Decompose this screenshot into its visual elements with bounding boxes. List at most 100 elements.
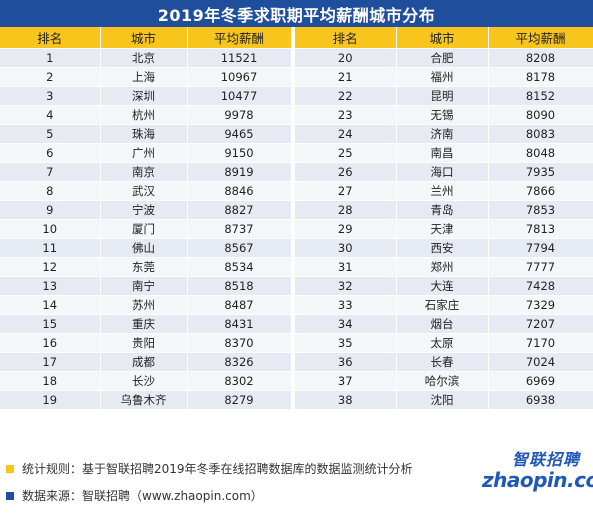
table-row: 11 佛山 8567 30 西安 7794 [0, 237, 593, 257]
city-cell: 西安 [396, 237, 489, 257]
column-gap [291, 124, 295, 143]
zhaopin-logo: 智联招聘 zhaopin.com [482, 446, 593, 506]
table-row: 18 长沙 8302 37 哈尔滨 6969 [0, 370, 593, 390]
city-cell: 宁波 [100, 199, 188, 219]
city-cell: 武汉 [100, 180, 188, 200]
salary-cell: 8827 [187, 199, 292, 219]
rank-cell: 2 [0, 66, 101, 86]
rank-cell: 30 [295, 237, 397, 257]
city-cell: 苏州 [100, 294, 188, 314]
salary-cell: 7207 [488, 313, 593, 333]
salary-cell: 8518 [187, 275, 292, 295]
salary-cell: 8152 [488, 85, 593, 105]
salary-cell: 7866 [488, 180, 593, 200]
salary-cell: 11521 [187, 47, 292, 67]
salary-cell: 8737 [187, 218, 292, 238]
city-cell: 广州 [100, 142, 188, 162]
city-cell: 烟台 [396, 313, 489, 333]
rank-cell: 8 [0, 180, 101, 200]
rank-cell: 37 [295, 370, 397, 390]
method-note: 统计规则：基于智联招聘2019年冬季在线招聘数据库的数据监测统计分析 [6, 460, 413, 477]
column-gap [291, 219, 295, 238]
column-gap [291, 162, 295, 181]
salary-cell: 7813 [488, 218, 593, 238]
city-cell: 贵阳 [100, 332, 188, 352]
column-gap [291, 333, 295, 352]
logo-english-text: zhaopin.com [482, 468, 593, 492]
salary-cell: 6938 [488, 389, 593, 409]
salary-cell: 8919 [187, 161, 292, 181]
rank-cell: 19 [0, 389, 101, 409]
table-title: 2019年冬季求职期平均薪酬城市分布 [0, 0, 593, 27]
column-gap [291, 371, 295, 390]
logo-chinese-text: 智联招聘 [512, 450, 581, 469]
rank-cell: 24 [295, 123, 397, 143]
salary-cell: 8302 [187, 370, 292, 390]
city-cell: 长春 [396, 351, 489, 371]
table-row: 7 南京 8919 26 海口 7935 [0, 161, 593, 181]
salary-cell: 8487 [187, 294, 292, 314]
city-cell: 东莞 [100, 256, 188, 276]
column-gap [291, 86, 295, 105]
yellow-square-icon [6, 464, 14, 473]
city-cell: 海口 [396, 161, 489, 181]
salary-cell: 8534 [187, 256, 292, 276]
table-row: 16 贵阳 8370 35 太原 7170 [0, 332, 593, 352]
table-row: 8 武汉 8846 27 兰州 7866 [0, 180, 593, 200]
rank-cell: 21 [295, 66, 397, 86]
rank-cell: 1 [0, 47, 101, 67]
city-cell: 重庆 [100, 313, 188, 333]
city-cell: 青岛 [396, 199, 489, 219]
salary-cell: 7777 [488, 256, 593, 276]
column-gap [291, 295, 295, 314]
table-header-row: 排名 城市 平均薪酬 排名 城市 平均薪酬 [0, 27, 593, 48]
table-row: 4 杭州 9978 23 无锡 8090 [0, 104, 593, 124]
rank-cell: 29 [295, 218, 397, 238]
city-cell: 大连 [396, 275, 489, 295]
table-row: 13 南宁 8518 32 大连 7428 [0, 275, 593, 295]
source-note-text: 数据来源：智联招聘（www.zhaopin.com） [22, 489, 263, 503]
column-gap [291, 257, 295, 276]
city-cell: 乌鲁木齐 [100, 389, 188, 409]
table-row: 10 厦门 8737 29 天津 7813 [0, 218, 593, 238]
column-gap [291, 27, 295, 48]
city-cell: 南宁 [100, 275, 188, 295]
salary-cell: 7170 [488, 332, 593, 352]
rank-cell: 4 [0, 104, 101, 124]
rank-cell: 34 [295, 313, 397, 333]
city-cell: 南京 [100, 161, 188, 181]
rank-cell: 14 [0, 294, 101, 314]
salary-cell: 7853 [488, 199, 593, 219]
method-note-text: 统计规则：基于智联招聘2019年冬季在线招聘数据库的数据监测统计分析 [22, 462, 413, 476]
salary-cell: 6969 [488, 370, 593, 390]
salary-cell: 7935 [488, 161, 593, 181]
salary-cell: 9465 [187, 123, 292, 143]
rank-cell: 5 [0, 123, 101, 143]
header-rank: 排名 [0, 27, 101, 48]
salary-cell: 8279 [187, 389, 292, 409]
city-cell: 厦门 [100, 218, 188, 238]
source-note: 数据来源：智联招聘（www.zhaopin.com） [6, 487, 263, 504]
salary-cell: 8326 [187, 351, 292, 371]
rank-cell: 33 [295, 294, 397, 314]
column-gap [291, 105, 295, 124]
column-gap [291, 276, 295, 295]
rank-cell: 13 [0, 275, 101, 295]
city-cell: 珠海 [100, 123, 188, 143]
salary-table: 排名 城市 平均薪酬 排名 城市 平均薪酬 1 北京 11521 20 合肥 8208 2 上… [0, 27, 593, 409]
rank-cell: 26 [295, 161, 397, 181]
salary-cell: 7024 [488, 351, 593, 371]
rank-cell: 7 [0, 161, 101, 181]
city-cell: 上海 [100, 66, 188, 86]
city-cell: 北京 [100, 47, 188, 67]
city-cell: 南昌 [396, 142, 489, 162]
salary-cell: 8846 [187, 180, 292, 200]
salary-cell: 8431 [187, 313, 292, 333]
header-city: 城市 [396, 27, 489, 48]
column-gap [291, 143, 295, 162]
city-cell: 深圳 [100, 85, 188, 105]
column-gap [291, 181, 295, 200]
rank-cell: 35 [295, 332, 397, 352]
header-city: 城市 [100, 27, 188, 48]
table-row: 2 上海 10967 21 福州 8178 [0, 66, 593, 86]
